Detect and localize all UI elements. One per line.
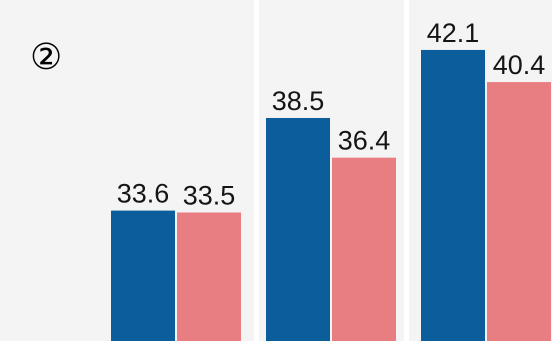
value-label-series1-group1: 33.6 (117, 179, 170, 209)
value-label-series2-group2: 36.4 (338, 126, 391, 156)
bar-series2-group3 (487, 82, 551, 341)
bar-series1-group2 (266, 117, 330, 341)
bar-series1-group3 (421, 49, 485, 341)
bar-series2-group2 (332, 157, 396, 341)
chart-marks: 33.6 38.5 42.1 33.5 36.4 40.4 (111, 0, 551, 341)
value-label-series1-group2: 38.5 (272, 86, 325, 116)
panel-marker: ② (30, 37, 62, 78)
value-label-series2-group1: 33.5 (183, 180, 236, 210)
bar-series1-group1 (111, 210, 175, 341)
bar-series2-group1 (177, 212, 241, 341)
value-label-series2-group3: 40.4 (493, 50, 546, 80)
value-label-series1-group3: 42.1 (427, 18, 480, 48)
